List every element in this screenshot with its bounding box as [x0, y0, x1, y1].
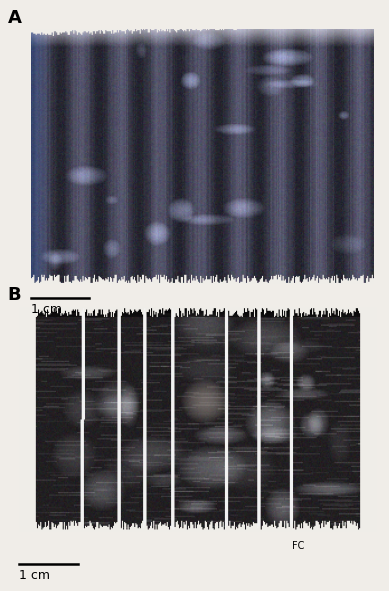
Text: FC: FC — [292, 541, 304, 551]
Text: 1 cm: 1 cm — [31, 303, 62, 316]
Text: 1 cm: 1 cm — [19, 569, 51, 582]
Text: A: A — [8, 9, 22, 27]
Text: B: B — [8, 287, 21, 304]
